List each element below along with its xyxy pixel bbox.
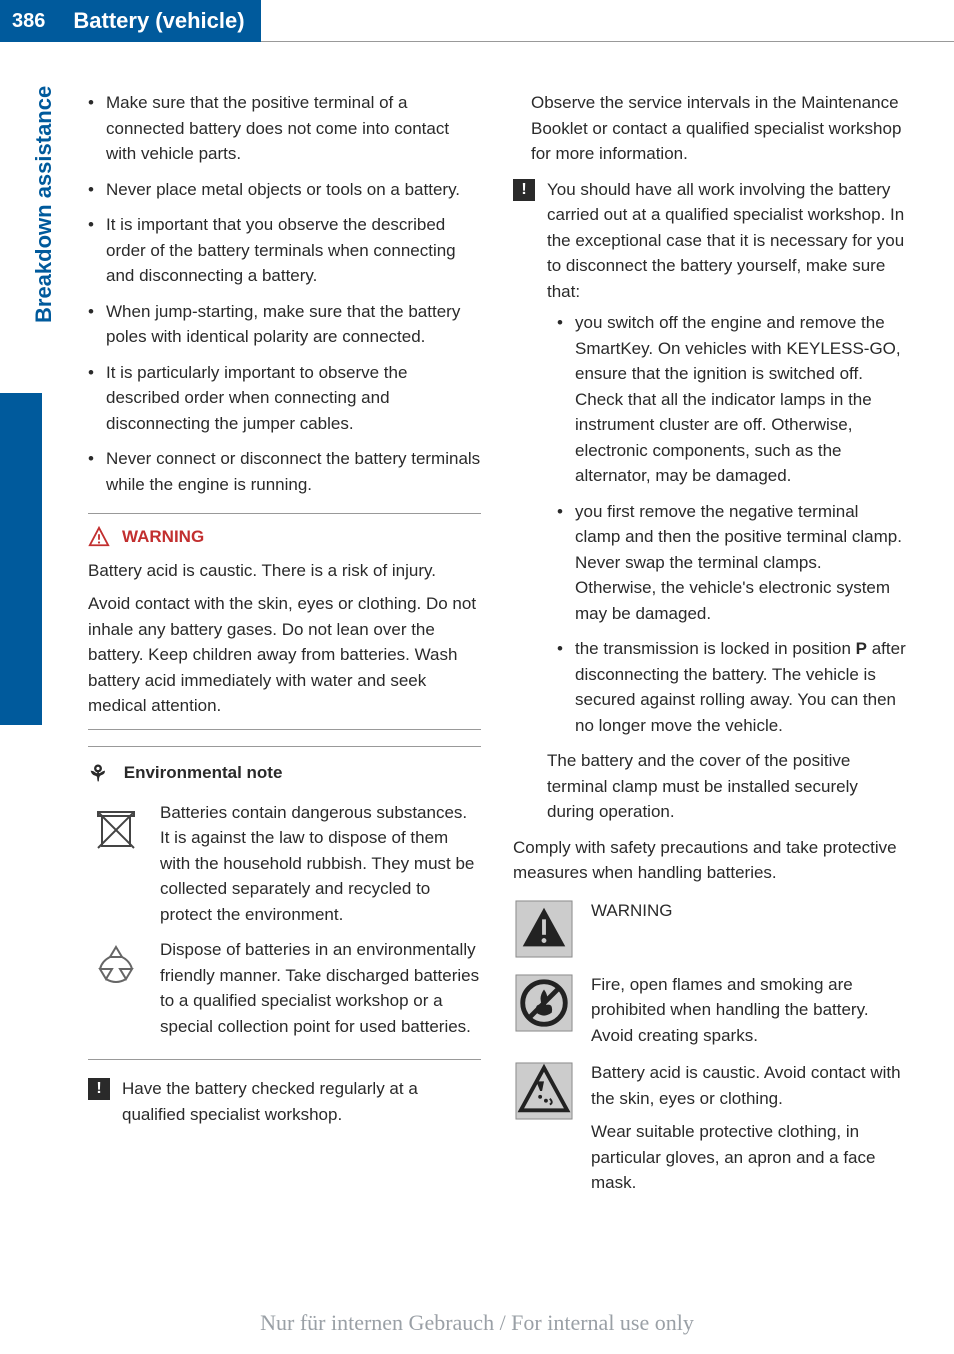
body-text: Observe the service intervals in the Mai… — [513, 90, 906, 167]
env-row: Batteries contain dangerous substances. … — [88, 800, 481, 928]
pictogram-row: Fire, open flames and smoking are prohib… — [513, 972, 906, 1049]
warning-triangle-pictogram — [513, 898, 575, 960]
bullet-text-pre: the transmission is locked in position — [575, 639, 856, 658]
bullet-item: the transmission is locked in position P… — [557, 636, 906, 738]
bullet-item: Never connect or disconnect the battery … — [88, 446, 481, 497]
content-area: Make sure that the positive terminal of … — [0, 42, 954, 1208]
info-note: ! Have the battery checked regularly at … — [88, 1076, 481, 1127]
no-fire-pictogram — [513, 972, 575, 1034]
env-text: Dispose of batteries in an environmental… — [160, 937, 481, 1039]
bullet-item: It is important that you observe the des… — [88, 212, 481, 289]
info-note-body: You should have all work involving the b… — [547, 177, 906, 825]
page-number: 386 — [0, 0, 57, 42]
info-badge-icon: ! — [513, 179, 535, 201]
transmission-p-marker: P — [856, 639, 867, 658]
pictogram-text: Wear suitable protective clothing, in pa… — [591, 1119, 906, 1196]
corrosive-pictogram — [513, 1060, 575, 1122]
pictogram-text: Battery acid is caustic. Avoid contact w… — [591, 1060, 906, 1111]
recycle-icon — [88, 937, 144, 993]
page-header: 386 Battery (vehicle) — [0, 0, 954, 42]
pictogram-row: WARNING — [513, 898, 906, 960]
info-note-text: Have the battery checked regularly at a … — [122, 1076, 481, 1127]
bullet-item: Never place metal objects or tools on a … — [88, 177, 481, 203]
warning-label: WARNING — [122, 524, 204, 550]
page-title: Battery (vehicle) — [57, 0, 260, 42]
env-heading-label: Environmental note — [124, 760, 283, 786]
header-rule — [261, 0, 954, 42]
bullet-item: you switch off the engine and remove the… — [557, 310, 906, 489]
side-tab-label: Breakdown assistance — [31, 86, 57, 323]
bullet-item: you first remove the negative terminal c… — [557, 499, 906, 627]
right-column: Observe the service intervals in the Mai… — [513, 90, 906, 1208]
left-bullet-list: Make sure that the positive terminal of … — [88, 90, 481, 497]
bullet-item: It is particularly important to observe … — [88, 360, 481, 437]
warning-heading: WARNING — [88, 524, 481, 550]
crossed-bin-icon — [88, 800, 144, 856]
pictogram-row: Battery acid is caustic. Avoid contact w… — [513, 1060, 906, 1196]
env-heading: ⚘ Environmental note — [88, 757, 481, 790]
info-badge-icon: ! — [88, 1078, 110, 1100]
pictogram-text: WARNING — [591, 898, 906, 924]
env-row: Dispose of batteries in an environmental… — [88, 937, 481, 1039]
environmental-block: ⚘ Environmental note Batteries contain d… — [88, 746, 481, 1061]
warning-triangle-icon — [88, 526, 110, 548]
side-tab-bg — [0, 393, 42, 725]
pictogram-text-group: Battery acid is caustic. Avoid contact w… — [591, 1060, 906, 1196]
environment-icon: ⚘ — [88, 757, 108, 790]
pictogram-text: Fire, open flames and smoking are prohib… — [591, 972, 906, 1049]
warning-block: WARNING Battery acid is caustic. There i… — [88, 513, 481, 730]
watermark-text: Nur für internen Gebrauch / For internal… — [0, 1310, 954, 1336]
left-column: Make sure that the positive terminal of … — [88, 90, 481, 1208]
warning-text: Avoid contact with the skin, eyes or clo… — [88, 591, 481, 719]
bullet-item: Make sure that the positive terminal of … — [88, 90, 481, 167]
body-text: Comply with safety precautions and take … — [513, 835, 906, 886]
warning-text: Battery acid is caustic. There is a risk… — [88, 558, 481, 584]
bullet-item: When jump-starting, make sure that the b… — [88, 299, 481, 350]
sub-bullet-list: you switch off the engine and remove the… — [557, 310, 906, 738]
info-note-intro: You should have all work involving the b… — [547, 177, 906, 305]
env-text: Batteries contain dangerous substances. … — [160, 800, 481, 928]
body-text: The battery and the cover of the positiv… — [547, 748, 906, 825]
info-note: ! You should have all work involving the… — [513, 177, 906, 825]
